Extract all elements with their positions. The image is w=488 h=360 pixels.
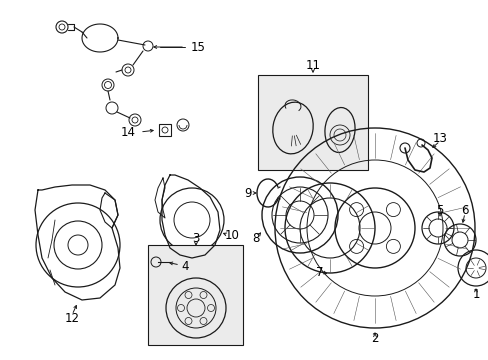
Text: 11: 11 <box>305 59 320 72</box>
Text: 5: 5 <box>435 203 443 216</box>
Bar <box>159 124 171 136</box>
Bar <box>148 245 243 345</box>
Text: 12: 12 <box>64 311 80 324</box>
Text: 2: 2 <box>370 332 378 345</box>
Text: 15: 15 <box>190 41 205 54</box>
Bar <box>258 75 367 170</box>
Text: 3: 3 <box>192 231 199 244</box>
Text: 7: 7 <box>316 266 323 279</box>
Text: 6: 6 <box>460 203 468 216</box>
Text: 9: 9 <box>244 186 251 199</box>
Text: 13: 13 <box>432 131 447 144</box>
Text: 10: 10 <box>224 229 239 242</box>
Text: 1: 1 <box>471 288 479 302</box>
Text: 14: 14 <box>120 126 135 139</box>
Text: 8: 8 <box>252 231 259 244</box>
Text: 4: 4 <box>181 260 188 273</box>
